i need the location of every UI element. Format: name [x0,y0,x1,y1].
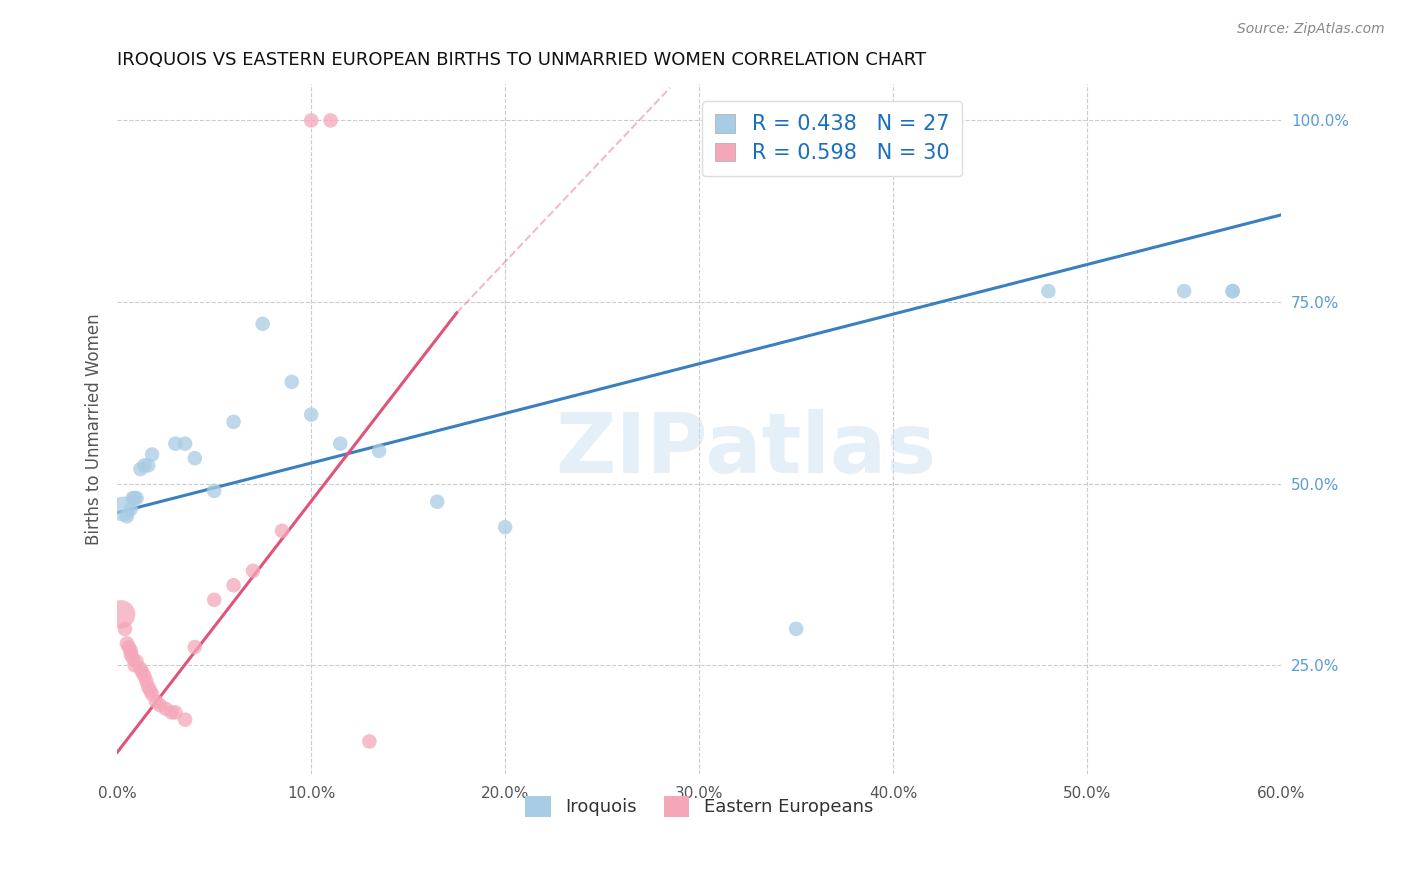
Point [174,713,197,727]
Point [165,436,187,450]
Point [136,458,159,473]
Text: ZIPatlas: ZIPatlas [555,409,936,491]
Point [165,706,187,720]
Point [136,680,159,694]
Point [125,491,148,505]
Point [120,643,142,657]
Legend: Iroquois, Eastern Europeans: Iroquois, Eastern Europeans [519,789,880,823]
Point [115,509,138,524]
Point [160,706,183,720]
Point [202,483,225,498]
Point [1173,284,1195,298]
Point [121,491,143,505]
Point [202,592,225,607]
Point [359,734,381,748]
Point [134,458,156,473]
Point [145,694,167,708]
Point [141,687,163,701]
Point [271,524,294,538]
Point [110,607,132,622]
Y-axis label: Births to Unmarried Women: Births to Unmarried Women [86,313,103,545]
Point [1222,284,1244,298]
Point [131,665,153,680]
Point [118,640,141,654]
Point [184,451,207,466]
Point [155,702,177,716]
Point [120,648,142,662]
Point [299,113,322,128]
Point [129,662,152,676]
Point [494,520,516,534]
Point [184,640,207,654]
Point [111,502,134,516]
Point [242,564,264,578]
Point [115,636,138,650]
Point [281,375,304,389]
Point [785,622,807,636]
Point [125,655,148,669]
Point [124,491,146,505]
Point [1222,284,1244,298]
Point [426,495,449,509]
Point [149,698,172,713]
Point [114,622,136,636]
Text: IROQUOIS VS EASTERN EUROPEAN BIRTHS TO UNMARRIED WOMEN CORRELATION CHART: IROQUOIS VS EASTERN EUROPEAN BIRTHS TO U… [117,51,927,69]
Point [124,658,146,673]
Point [129,462,152,476]
Point [174,436,197,450]
Point [135,674,157,689]
Point [368,444,391,458]
Point [222,415,245,429]
Point [139,683,162,698]
Text: Source: ZipAtlas.com: Source: ZipAtlas.com [1237,22,1385,37]
Point [299,408,322,422]
Point [1038,284,1060,298]
Point [252,317,274,331]
Point [121,651,143,665]
Point [141,448,163,462]
Point [319,113,342,128]
Point [222,578,245,592]
Point [134,669,156,683]
Point [120,502,142,516]
Point [329,436,352,450]
